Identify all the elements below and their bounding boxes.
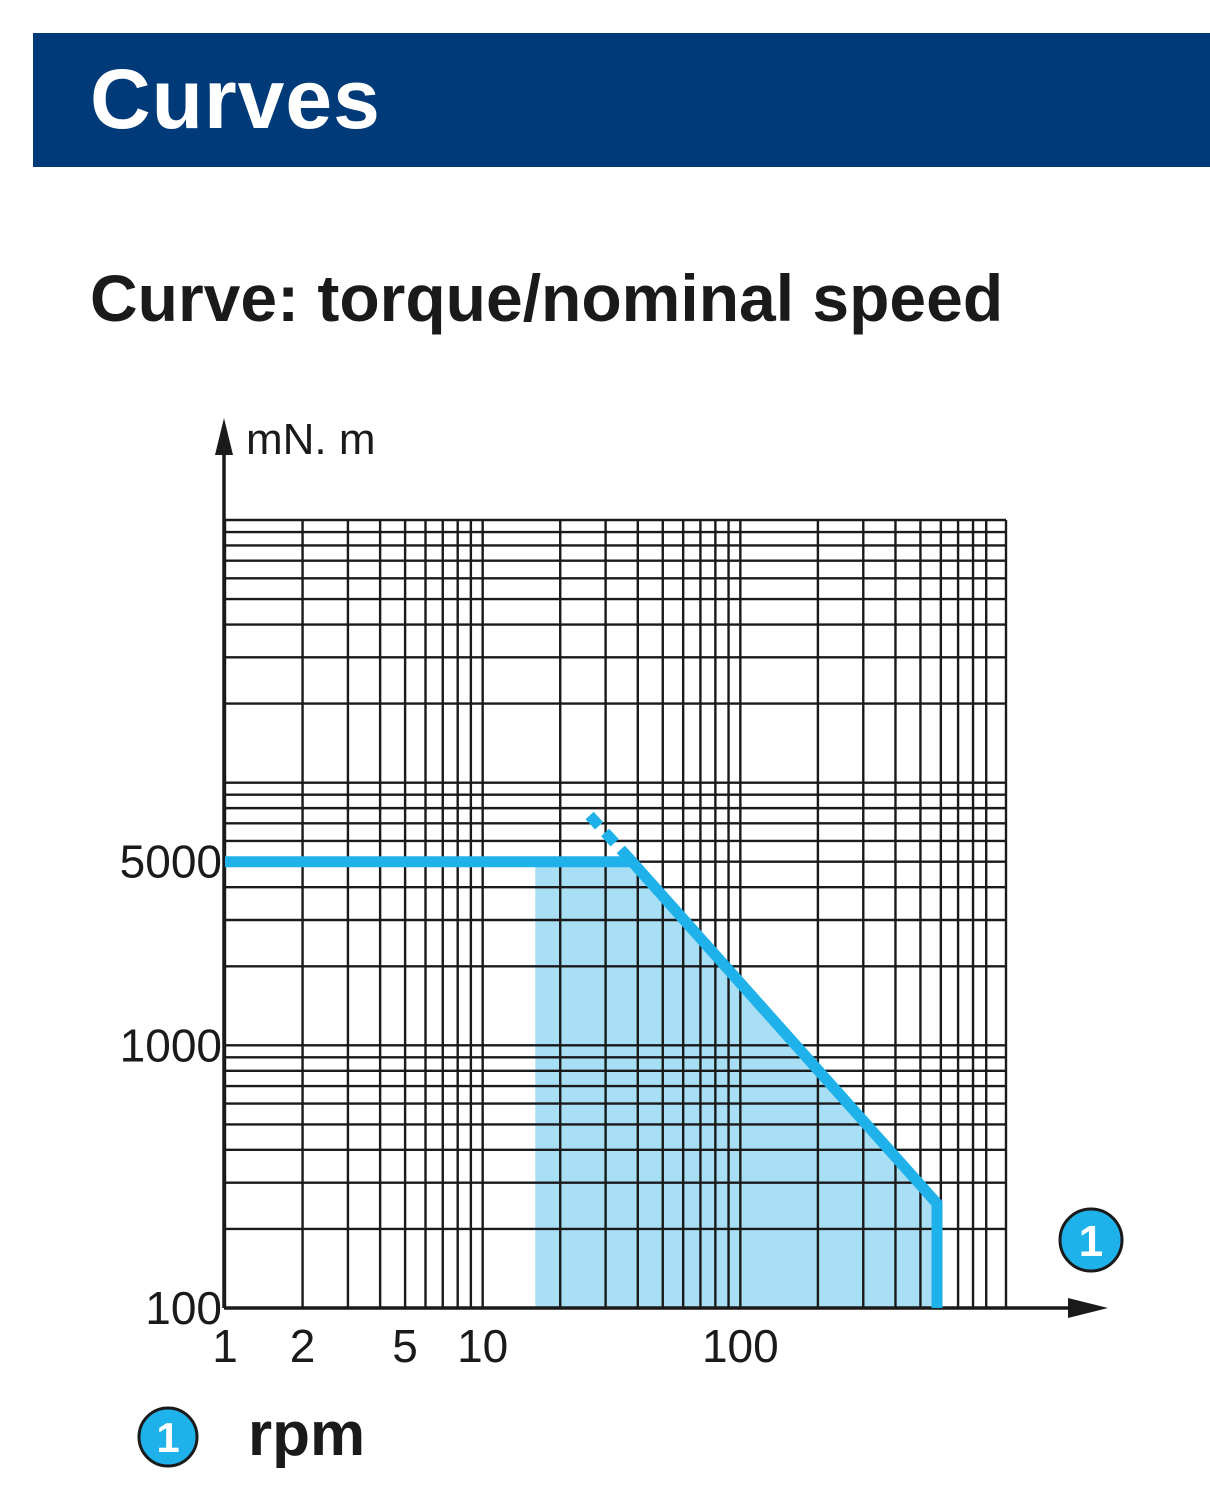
chart-subtitle: Curve: torque/nominal speed	[90, 261, 1004, 335]
x-tick-label: 1	[212, 1320, 238, 1372]
y-axis-label: mN. m	[246, 415, 376, 464]
x-tick-label: 10	[457, 1320, 508, 1372]
legend-label: rpm	[248, 1400, 366, 1469]
y-tick-label: 5000	[120, 836, 222, 888]
y-tick-label: 100	[145, 1282, 222, 1334]
x-axis-marker-icon	[1058, 1207, 1124, 1273]
curve-line	[225, 856, 943, 1308]
curve-line-dashed	[585, 811, 637, 866]
header-band	[33, 33, 1210, 167]
legend-badge-icon: 1	[137, 1406, 199, 1468]
x-tick-label: 2	[290, 1320, 316, 1372]
x-tick-label: 100	[702, 1320, 779, 1372]
y-tick-label: 1000	[120, 1019, 222, 1071]
legend-badge-number: 1	[156, 1414, 179, 1461]
y-axis-arrow	[215, 418, 233, 455]
x-axis-marker-number: 1	[1079, 1217, 1103, 1266]
x-tick-label: 5	[392, 1320, 418, 1372]
page-title: Curves	[90, 52, 381, 146]
x-axis-arrow	[1068, 1298, 1108, 1318]
